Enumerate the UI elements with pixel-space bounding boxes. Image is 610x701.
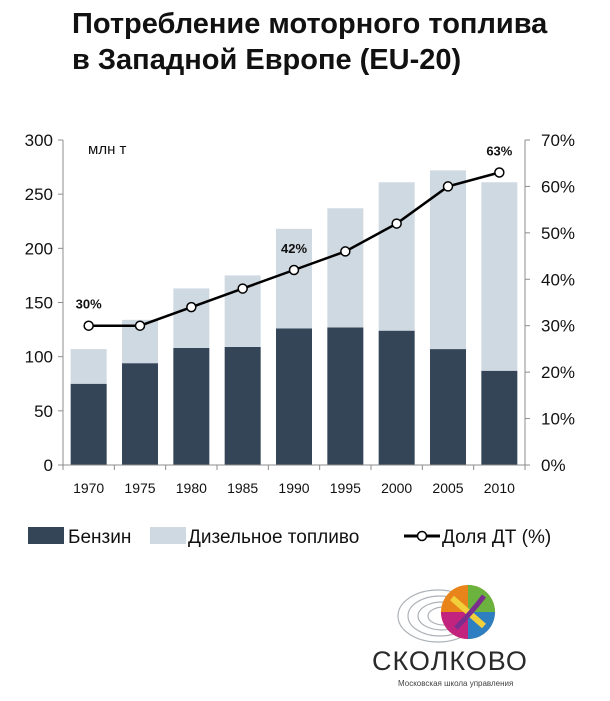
share-point-1990 (288, 264, 300, 276)
title-line-1: Потребление моторного топлива (72, 8, 548, 40)
point-label-1970: 30% (76, 297, 102, 312)
bar-diesel-2005 (430, 170, 466, 350)
x-tick-label: 2005 (432, 480, 463, 496)
bar-benzin-1990 (276, 328, 312, 465)
bar-diesel-1990 (276, 228, 312, 329)
chart-title: Потребление моторного топлива в Западной… (72, 6, 592, 78)
y-right-tick-label: 30% (541, 317, 575, 336)
x-tick-label: 2000 (381, 480, 412, 496)
y-right-tick-label: 10% (541, 410, 575, 429)
bar-benzin-1975 (122, 363, 158, 465)
y-left-tick-label: 150 (25, 294, 53, 313)
bar-benzin-1985 (224, 346, 261, 465)
bar-diesel-2000 (378, 182, 415, 331)
legend-label-share: Доля ДТ (%) (442, 527, 551, 548)
bar-benzin-1970 (70, 383, 107, 465)
x-tick-label: 1975 (124, 480, 155, 496)
point-label-2010: 63% (486, 144, 512, 159)
legend-swatch-benzin (28, 527, 64, 544)
legend-swatch-diesel (150, 527, 186, 544)
x-tick-label: 1980 (176, 480, 207, 496)
bar-diesel-2010 (481, 182, 518, 371)
share-point-1980 (186, 301, 197, 313)
y-left-tick-label: 50 (34, 402, 53, 421)
legend-label-benzin: Бензин (68, 527, 131, 548)
y-left-tick-label: 0 (44, 456, 53, 475)
y-left-tick-label: 100 (25, 348, 53, 367)
unit-label: млн т (88, 141, 127, 158)
share-point-1975 (134, 320, 146, 331)
bar-benzin-2000 (378, 330, 415, 465)
x-tick-label: 1985 (227, 480, 258, 496)
y-left-tick-label: 250 (25, 185, 53, 204)
legend-swatch-share-point (416, 530, 428, 542)
y-right-tick-label: 70% (541, 131, 575, 150)
share-point-1985 (237, 283, 248, 294)
bar-benzin-1995 (327, 327, 364, 465)
share-point-2005 (442, 181, 454, 192)
bar-benzin-2010 (481, 370, 518, 465)
logo-name: СКОЛКОВО (372, 646, 528, 676)
fuel-chart: 0 50 100 150 200 250 300 0% 10% 20% 30% 40% 50% 60% 70… (25, 131, 575, 548)
y-right-tick-label: 60% (541, 177, 575, 196)
bar-diesel-1980 (173, 288, 210, 348)
y-left-tick-label: 300 (25, 131, 53, 150)
bar-benzin-2005 (430, 349, 466, 465)
bar-benzin-1980 (173, 348, 210, 465)
share-point-1970 (83, 320, 94, 331)
title-line-2: в Западной Европе (EU-20) (72, 44, 462, 76)
y-right-tick-label: 0% (541, 456, 566, 475)
x-tick-label: 1970 (73, 480, 104, 496)
bar-diesel-1995 (327, 208, 364, 328)
legend-label-diesel: Дизельное топливо (188, 527, 359, 548)
x-tick-label: 1990 (278, 480, 309, 496)
share-point-2000 (391, 218, 402, 229)
y-right-tick-label: 20% (541, 363, 575, 382)
skolkovo-logo-icon (397, 585, 495, 643)
y-right-tick-label: 50% (541, 224, 575, 243)
share-point-2010 (494, 167, 505, 178)
bar-diesel-1970 (70, 349, 107, 384)
x-tick-label: 1995 (330, 480, 361, 496)
x-tick-label: 2010 (484, 480, 515, 496)
logo-subtitle: Московская школа управления (398, 679, 514, 688)
point-label-1990: 42% (281, 241, 307, 256)
y-left-tick-label: 200 (25, 239, 53, 258)
y-right-tick-label: 40% (541, 270, 575, 289)
share-point-1995 (340, 246, 351, 257)
